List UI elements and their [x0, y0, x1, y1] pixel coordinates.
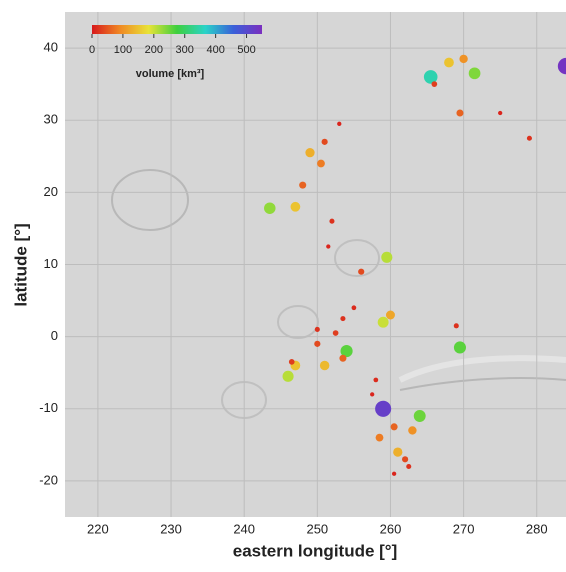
x-tick-label: 260 — [380, 521, 402, 536]
volcano-point — [408, 426, 416, 434]
y-tick-label: -10 — [39, 400, 58, 415]
colorbar-tick-label: 200 — [145, 44, 163, 56]
colorbar-tick-label: 300 — [176, 44, 194, 56]
volcano-point — [264, 202, 275, 213]
volcano-point — [456, 109, 463, 116]
volcano-point — [391, 423, 398, 430]
chart: eastern longitude [°] latitude [°] volum… — [0, 0, 566, 567]
colorbar-tick-label: 100 — [114, 44, 132, 56]
volcano-point — [498, 111, 502, 115]
colorbar-tick-label: 400 — [206, 44, 224, 56]
volcano-point — [454, 341, 466, 353]
x-tick-label: 230 — [160, 521, 182, 536]
volcano-point — [299, 182, 306, 189]
volcano-point — [469, 67, 481, 79]
volcano-point — [527, 136, 532, 141]
volcano-point — [314, 341, 320, 347]
volcano-point — [375, 401, 391, 417]
volcano-point — [376, 434, 384, 442]
volcano-point — [358, 269, 364, 275]
y-tick-label: 0 — [51, 328, 58, 343]
x-tick-label: 270 — [453, 521, 475, 536]
volcano-point — [322, 139, 328, 145]
volcano-point — [392, 472, 396, 476]
colorbar — [92, 25, 262, 34]
volcano-point — [386, 311, 395, 320]
volcano-point — [432, 81, 438, 87]
volcano-point — [339, 355, 346, 362]
volcano-point — [317, 160, 325, 168]
volcano-point — [283, 371, 294, 382]
volcano-point — [370, 392, 374, 396]
y-axis-title: latitude [°] — [11, 223, 30, 306]
volcano-point — [305, 148, 314, 157]
y-tick-label: -20 — [39, 472, 58, 487]
volcano-point — [393, 447, 402, 456]
y-tick-label: 10 — [44, 256, 58, 271]
x-tick-label: 280 — [526, 521, 548, 536]
volcano-point — [378, 317, 389, 328]
x-tick-label: 220 — [87, 521, 109, 536]
volcano-point — [315, 327, 320, 332]
volcano-point — [373, 378, 378, 383]
volcano-point — [406, 464, 411, 469]
volcano-point — [454, 323, 459, 328]
volcano-point — [352, 305, 357, 310]
y-tick-label: 40 — [44, 40, 58, 55]
volcano-point — [326, 244, 330, 248]
volcano-point — [320, 361, 329, 370]
volcano-point — [414, 410, 426, 422]
volcano-point — [291, 202, 301, 212]
colorbar-tick-label: 500 — [237, 44, 255, 56]
colorbar-label: volume [km³] — [136, 68, 205, 80]
volcano-point — [337, 122, 341, 126]
x-axis-title: eastern longitude [°] — [233, 541, 398, 560]
volcano-point — [402, 456, 408, 462]
y-tick-label: 20 — [44, 184, 58, 199]
volcano-point — [381, 252, 392, 263]
volcano-point — [333, 330, 339, 336]
volcano-point — [444, 58, 454, 68]
volcano-point — [459, 55, 467, 63]
volcano-point — [340, 316, 345, 321]
volcano-point — [329, 219, 334, 224]
colorbar-tick-label: 0 — [89, 44, 95, 56]
y-tick-label: 30 — [44, 112, 58, 127]
x-tick-label: 240 — [233, 521, 255, 536]
volcano-point — [289, 359, 295, 365]
x-tick-label: 250 — [306, 521, 328, 536]
